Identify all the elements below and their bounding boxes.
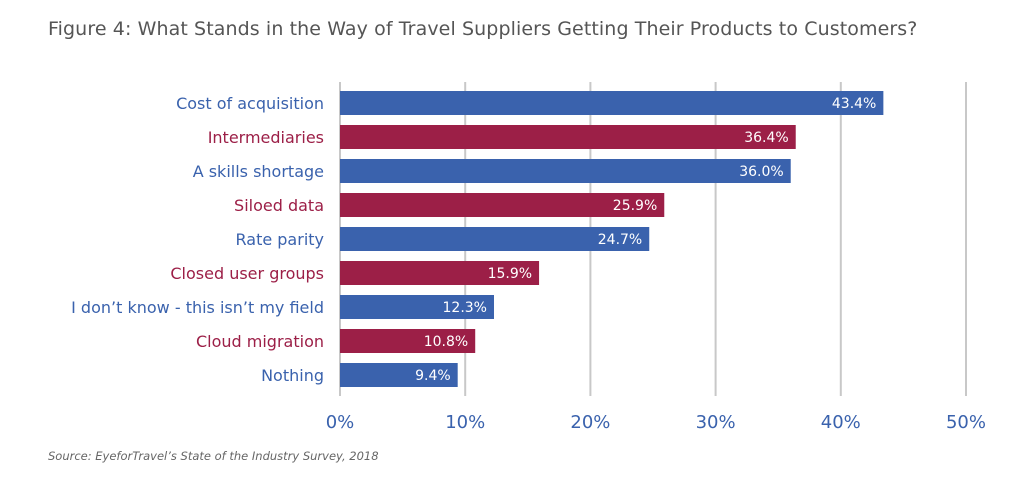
bar: [340, 363, 458, 387]
source-note: Source: EyeforTravel’s State of the Indu…: [48, 449, 379, 463]
bar: [340, 227, 650, 251]
x-tick-labels: 0% 10% 20% 30% 40% 50%: [326, 412, 986, 433]
bar: [340, 295, 494, 319]
category-label: Rate parity: [236, 230, 325, 249]
bar: [340, 159, 791, 183]
bar: [340, 261, 540, 285]
bar-value-label: 15.9%: [488, 266, 532, 282]
x-tick-label: 30%: [696, 412, 736, 433]
category-label: Siloed data: [234, 196, 324, 215]
bar-value-label: 24.7%: [598, 232, 642, 248]
bar: [340, 329, 476, 353]
chart-title: Figure 4: What Stands in the Way of Trav…: [48, 18, 918, 40]
bar-value-label: 43.4%: [832, 96, 876, 112]
bar: [340, 125, 796, 149]
category-label: Intermediaries: [208, 128, 324, 147]
category-label: A skills shortage: [193, 162, 324, 181]
bars: 43.4% 36.4% 36.0% 25.9% 24.7% 15.9% 12.3% 10.8%…: [340, 91, 884, 387]
category-label: Cloud migration: [196, 332, 324, 351]
bar-value-label: 12.3%: [443, 300, 487, 316]
x-tick-label: 20%: [570, 412, 610, 433]
x-tick-label: 10%: [445, 412, 485, 433]
category-label: Nothing: [261, 366, 324, 385]
x-tick-label: 40%: [821, 412, 861, 433]
category-label: Cost of acquisition: [176, 94, 324, 113]
category-label: Closed user groups: [170, 264, 324, 283]
bar: [340, 193, 665, 217]
bar-value-label: 9.4%: [415, 368, 451, 384]
category-labels: Cost of acquisition Intermediaries A skill…: [71, 94, 324, 385]
x-tick-label: 50%: [946, 412, 986, 433]
bar-value-label: 25.9%: [613, 198, 657, 214]
x-tick-label: 0%: [326, 412, 355, 433]
bar-value-label: 36.4%: [744, 130, 788, 146]
bar-value-label: 36.0%: [739, 164, 783, 180]
bar-value-label: 10.8%: [424, 334, 468, 350]
bar: [340, 91, 884, 115]
category-label: I don’t know - this isn’t my field: [71, 298, 324, 317]
